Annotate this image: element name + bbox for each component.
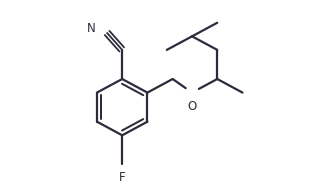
Text: O: O — [187, 100, 197, 113]
Text: N: N — [87, 22, 96, 35]
Text: F: F — [119, 171, 126, 184]
